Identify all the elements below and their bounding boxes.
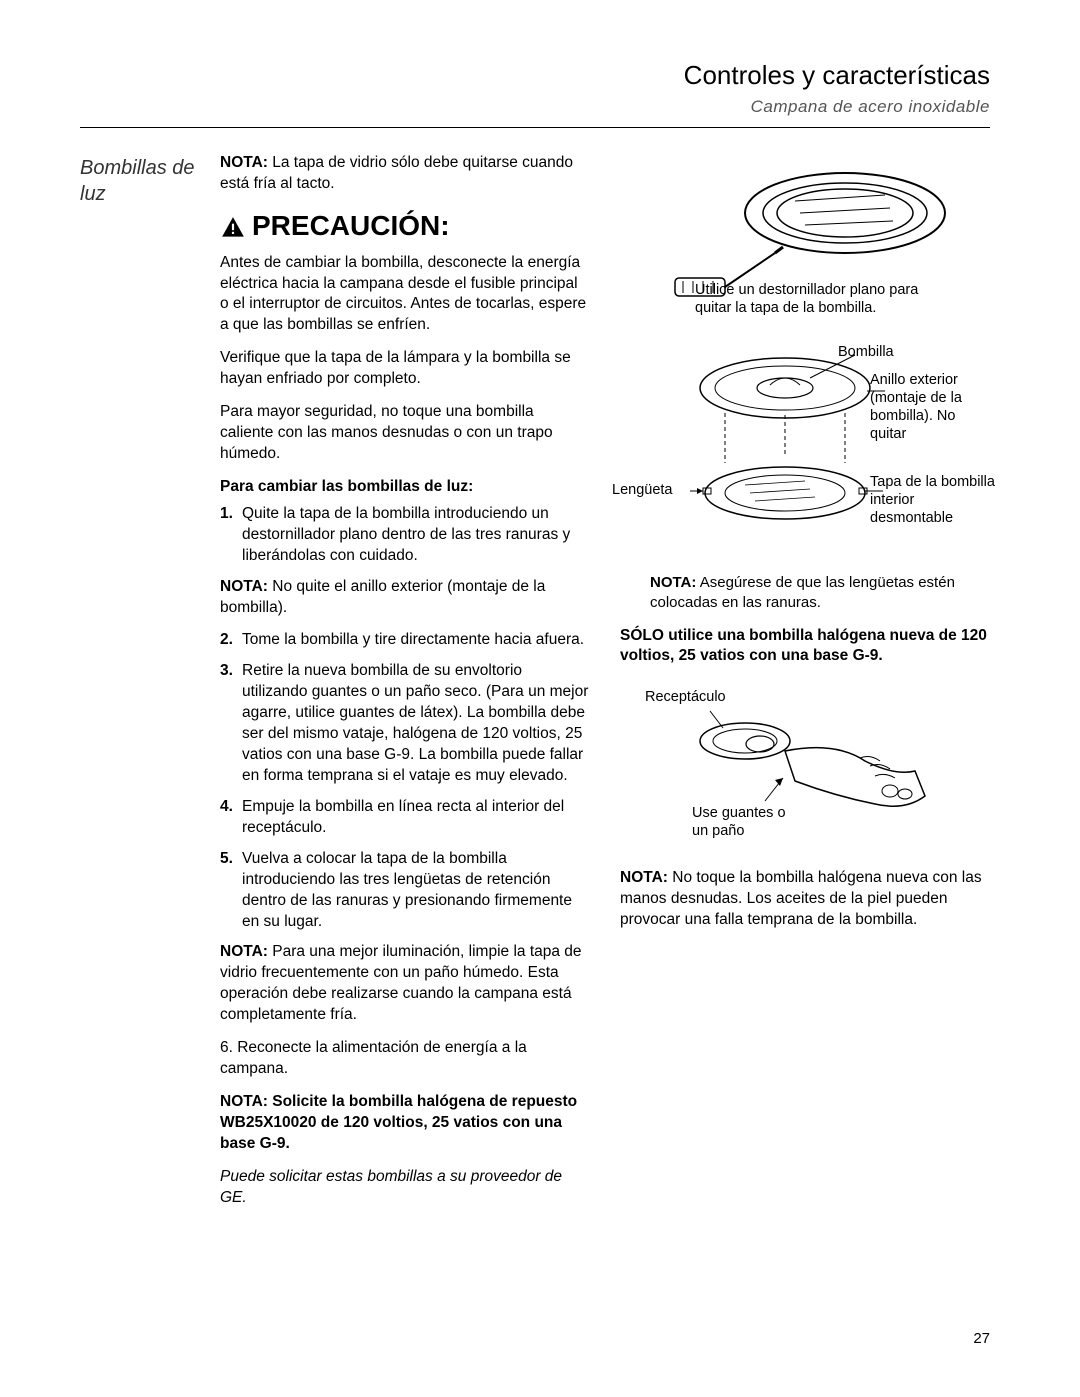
paragraph-2: Verifique que la tapa de la lámpara y la… — [220, 348, 590, 390]
right-note-2: NOTA: No toque la bombilla halógena nuev… — [620, 868, 990, 931]
note-2: NOTA: No quite el anillo exterior (monta… — [220, 577, 590, 619]
step-3-text: Retire la nueva bombilla de su envoltori… — [240, 661, 590, 787]
note-3-text: Para una mejor iluminación, limpie la ta… — [220, 943, 582, 1023]
caution-text: PRECAUCIÓN: — [252, 207, 450, 245]
page-header: Controles y características Campana de a… — [80, 60, 990, 117]
step-list-1: 1. Quite la tapa de la bombilla introduc… — [220, 504, 590, 567]
page-number: 27 — [973, 1330, 990, 1347]
step-2-text: Tome la bombilla y tire directamente hac… — [240, 630, 590, 651]
caution-heading: PRECAUCIÓN: — [220, 207, 590, 245]
paragraph-3: Para mayor seguridad, no toque una bombi… — [220, 402, 590, 465]
hand-bulb-diagram-icon — [620, 686, 990, 846]
figure-2: Bombilla Anillo exterior (montaje de la … — [620, 343, 990, 563]
figure-1-caption: Utilice un destornillador plano para qui… — [695, 281, 945, 317]
content-area: Bombillas de luz NOTA: La tapa de vidrio… — [80, 153, 990, 1221]
step-2: 2. Tome la bombilla y tire directamente … — [220, 630, 590, 651]
step-1: 1. Quite la tapa de la bombilla introduc… — [220, 504, 590, 567]
step-4-text: Empuje la bombilla en línea recta al int… — [240, 797, 590, 839]
right-note-1-text: Asegúrese de que las lengüetas estén col… — [650, 574, 955, 611]
step-3: 3. Retire la nueva bombilla de su envolt… — [220, 661, 590, 787]
warning-icon — [220, 213, 246, 239]
step-5-text: Vuelva a colocar la tapa de la bombilla … — [240, 849, 590, 933]
step-4-num: 4. — [220, 797, 240, 839]
section-label: Bombillas de luz — [80, 153, 200, 1221]
paragraph-1: Antes de cambiar la bombilla, desconecte… — [220, 253, 590, 337]
step-3-num: 3. — [220, 661, 240, 787]
step-1-num: 1. — [220, 504, 240, 567]
right-note-2-text: No toque la bombilla halógena nueva con … — [620, 869, 982, 928]
note-4: NOTA: Solicite la bombilla halógena de r… — [220, 1092, 590, 1155]
label-receptaculo: Receptáculo — [645, 688, 726, 706]
note-1-text: La tapa de vidrio sólo debe quitarse cua… — [220, 154, 573, 192]
step-1-text: Quite la tapa de la bombilla introducien… — [240, 504, 590, 567]
subheading: Para cambiar las bombillas de luz: — [220, 477, 590, 498]
label-tapa: Tapa de la bombilla interior desmontable — [870, 473, 1000, 527]
header-title: Controles y características — [80, 60, 990, 91]
label-lengueta: Lengüeta — [612, 481, 672, 499]
step-4: 4. Empuje la bombilla en línea recta al … — [220, 797, 590, 839]
note-3-label: NOTA: — [220, 943, 268, 960]
step-list-2: 2. Tome la bombilla y tire directamente … — [220, 630, 590, 932]
step-5-num: 5. — [220, 849, 240, 933]
step-2-num: 2. — [220, 630, 240, 651]
closing: Puede solicitar estas bombillas a su pro… — [220, 1167, 590, 1209]
step-5: 5. Vuelva a colocar la tapa de la bombil… — [220, 849, 590, 933]
note-3: NOTA: Para una mejor iluminación, limpie… — [220, 942, 590, 1026]
figure-3: Receptáculo Use guantes o un paño — [620, 686, 990, 856]
label-guantes: Use guantes o un paño — [692, 804, 792, 840]
right-bold-note: SÓLO utilice una bombilla halógena nueva… — [620, 626, 990, 666]
note-1: NOTA: La tapa de vidrio sólo debe quitar… — [220, 153, 590, 195]
note-2-text: No quite el anillo exterior (montaje de … — [220, 578, 545, 616]
label-bombilla: Bombilla — [838, 343, 894, 361]
step-6: 6. Reconecte la alimentación de energía … — [220, 1038, 590, 1080]
main-column: NOTA: La tapa de vidrio sólo debe quitar… — [220, 153, 590, 1221]
note-1-label: NOTA: — [220, 154, 268, 171]
right-note-2-label: NOTA: — [620, 869, 668, 886]
right-note-1-label: NOTA: — [650, 574, 696, 591]
right-column: Utilice un destornillador plano para qui… — [610, 153, 990, 1221]
label-anillo: Anillo exterior (montaje de la bombilla)… — [870, 371, 980, 444]
figure-1: Utilice un destornillador plano para qui… — [620, 153, 990, 333]
note-2-label: NOTA: — [220, 578, 268, 595]
right-note-1: NOTA: Asegúrese de que las lengüetas est… — [650, 573, 990, 612]
header-subtitle: Campana de acero inoxidable — [80, 97, 990, 117]
header-divider — [80, 127, 990, 128]
